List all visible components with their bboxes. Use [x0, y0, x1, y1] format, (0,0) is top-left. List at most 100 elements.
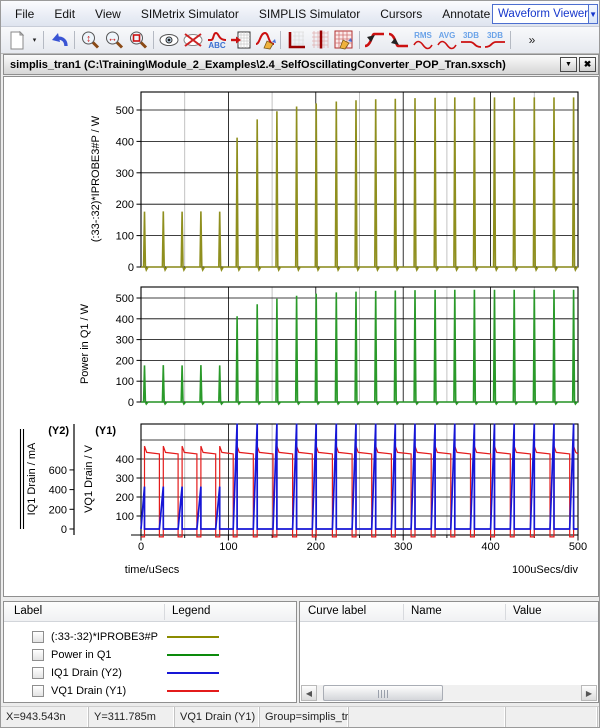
add-grid-button[interactable]	[308, 29, 332, 52]
status-section-5	[506, 707, 598, 727]
add-axis-button[interactable]	[284, 29, 308, 52]
curve-visibility-checkbox[interactable]	[32, 666, 44, 679]
column-separator	[505, 604, 506, 620]
zoom-x-button[interactable]: ↔	[102, 29, 126, 52]
horizontal-scrollbar[interactable]: ◀ ▶	[301, 685, 597, 701]
legend-row[interactable]: Power in Q1	[4, 646, 296, 663]
edit-grid-button[interactable]	[332, 29, 356, 52]
chart-canvas[interactable]: 0 100 200 300 400 500 (:33-:32)*IPROBE3#P / W 0…	[4, 77, 598, 596]
svg-text:600: 600	[49, 465, 67, 477]
svg-text:400: 400	[116, 136, 134, 148]
curve-col-name: Name	[411, 605, 442, 617]
move-curve-icon	[230, 30, 252, 50]
move-curve-button[interactable]	[229, 29, 253, 52]
viewer-selector-combobox[interactable]: Waveform Viewer ▼	[492, 4, 598, 24]
curve-label-text: VQ1 Drain (Y1)	[51, 684, 127, 697]
svg-text:0: 0	[128, 397, 134, 409]
curve-col-label: Curve label	[308, 605, 367, 617]
menu-item-simplis-simulator[interactable]: SIMPLIS Simulator	[258, 6, 361, 21]
svg-text:100: 100	[116, 231, 134, 243]
waveform-graph-panel[interactable]: 0 100 200 300 400 500 (:33-:32)*IPROBE3#P / W 0…	[3, 76, 599, 597]
rising-edge-button[interactable]	[363, 29, 387, 52]
edit-curve-button[interactable]	[253, 29, 277, 52]
svg-text:300: 300	[116, 473, 134, 485]
label-curve-button[interactable]: ABC	[205, 29, 229, 52]
svg-text:(Y1): (Y1)	[95, 425, 116, 437]
legend-col-legend: Legend	[172, 605, 211, 617]
hide-curve-button[interactable]	[181, 29, 205, 52]
svg-text:(Y2): (Y2)	[48, 425, 69, 437]
legend-panel: Label Legend (:33-:32)*IPROBE3#P Power in…	[3, 601, 297, 703]
legend-row[interactable]: VQ1 Drain (Y1)	[4, 682, 296, 699]
svg-text:↔: ↔	[108, 34, 118, 45]
undo-icon	[49, 30, 69, 50]
status-section-2: VQ1 Drain (Y1)	[175, 707, 260, 727]
menu-item-cursors[interactable]: Cursors	[380, 6, 423, 21]
3db-lowpass-button[interactable]: 3DB	[459, 29, 483, 52]
svg-text:AVG: AVG	[439, 31, 456, 40]
show-curve-button[interactable]	[157, 29, 181, 52]
status-section-4	[349, 707, 506, 727]
status-section-0: X=943.543n	[1, 707, 89, 727]
toolbar-separator	[43, 31, 44, 49]
document-titlebar[interactable]: simplis_tran1 (C:\Training\Module_2_Exam…	[3, 54, 599, 75]
menu-item-simetrix-simulator[interactable]: SIMetrix Simulator	[140, 6, 239, 21]
curve-color-sample	[167, 689, 219, 692]
svg-text:200: 200	[116, 199, 134, 211]
menu-item-view[interactable]: View	[95, 6, 121, 21]
svg-text:3DB: 3DB	[487, 31, 503, 40]
show-curve-eye-icon	[158, 31, 180, 49]
toolbar: ▾ ↕ ↔	[1, 27, 599, 54]
edit-curve-icon	[254, 30, 276, 50]
close-window-button[interactable]: ✖	[579, 57, 596, 72]
scroll-right-arrow-icon[interactable]: ▶	[581, 685, 597, 701]
new-graph-caret-icon[interactable]: ▾	[32, 37, 37, 44]
scroll-left-arrow-icon[interactable]: ◀	[301, 685, 317, 701]
document-title: simplis_tran1 (C:\Training\Module_2_Exam…	[10, 58, 506, 71]
svg-text:↕: ↕	[86, 34, 91, 45]
curve-visibility-checkbox[interactable]	[32, 684, 44, 697]
svg-text:0: 0	[128, 262, 134, 274]
svg-text:400: 400	[116, 454, 134, 466]
falling-edge-icon	[387, 30, 411, 50]
zoom-area-button[interactable]	[126, 29, 150, 52]
label-curve-icon: ABC	[206, 30, 228, 50]
avg-button[interactable]: AVG	[435, 29, 459, 52]
chevron-down-icon[interactable]: ▼	[588, 5, 598, 23]
menu-items: File Edit View SIMetrix Simulator SIMPLIS Si…	[5, 2, 500, 26]
3db-highpass-button[interactable]: 3DB	[483, 29, 507, 52]
toolbar-separator	[510, 31, 511, 49]
curve-color-sample	[167, 635, 219, 638]
legend-row[interactable]: (:33-:32)*IPROBE3#P	[4, 628, 296, 645]
restore-window-button[interactable]: ▼	[560, 57, 577, 72]
svg-text:500: 500	[116, 105, 134, 117]
3db-lowpass-icon: 3DB	[458, 30, 484, 51]
add-grid-icon	[310, 30, 330, 50]
svg-text:400: 400	[481, 541, 499, 553]
curve-color-sample	[167, 671, 219, 674]
falling-edge-button[interactable]	[387, 29, 411, 52]
menu-bar: File Edit View SIMetrix Simulator SIMPLIS Si…	[1, 1, 599, 27]
legend-rows: (:33-:32)*IPROBE3#P Power in Q1 IQ1 Drain …	[4, 622, 296, 699]
menu-item-annotate[interactable]: Annotate	[442, 6, 491, 21]
rms-button[interactable]: RMS	[411, 29, 435, 52]
curve-visibility-checkbox[interactable]	[32, 630, 44, 643]
more-tools-button[interactable]: »	[528, 33, 536, 47]
legend-row[interactable]: IQ1 Drain (Y2)	[4, 664, 296, 681]
curve-visibility-checkbox[interactable]	[32, 648, 44, 661]
hide-curve-eye-icon	[182, 31, 204, 49]
rising-edge-icon	[363, 30, 387, 50]
scrollbar-thumb[interactable]	[323, 685, 443, 701]
svg-text:400: 400	[116, 314, 134, 326]
menu-item-edit[interactable]: Edit	[54, 6, 76, 21]
menu-item-file[interactable]: File	[15, 6, 35, 21]
new-graph-button[interactable]	[5, 29, 29, 52]
svg-text:3DB: 3DB	[463, 31, 479, 40]
waveform-charts[interactable]: 0 100 200 300 400 500 (:33-:32)*IPROBE3#P / W 0…	[4, 77, 598, 596]
svg-text:100: 100	[116, 376, 134, 388]
curve-3332IPROBE3P	[141, 97, 578, 272]
zoom-y-button[interactable]: ↕	[78, 29, 102, 52]
curve-label-text: Power in Q1	[51, 648, 112, 661]
svg-text:IQ1 Drain / mA: IQ1 Drain / mA	[26, 442, 38, 515]
undo-button[interactable]	[47, 29, 71, 52]
